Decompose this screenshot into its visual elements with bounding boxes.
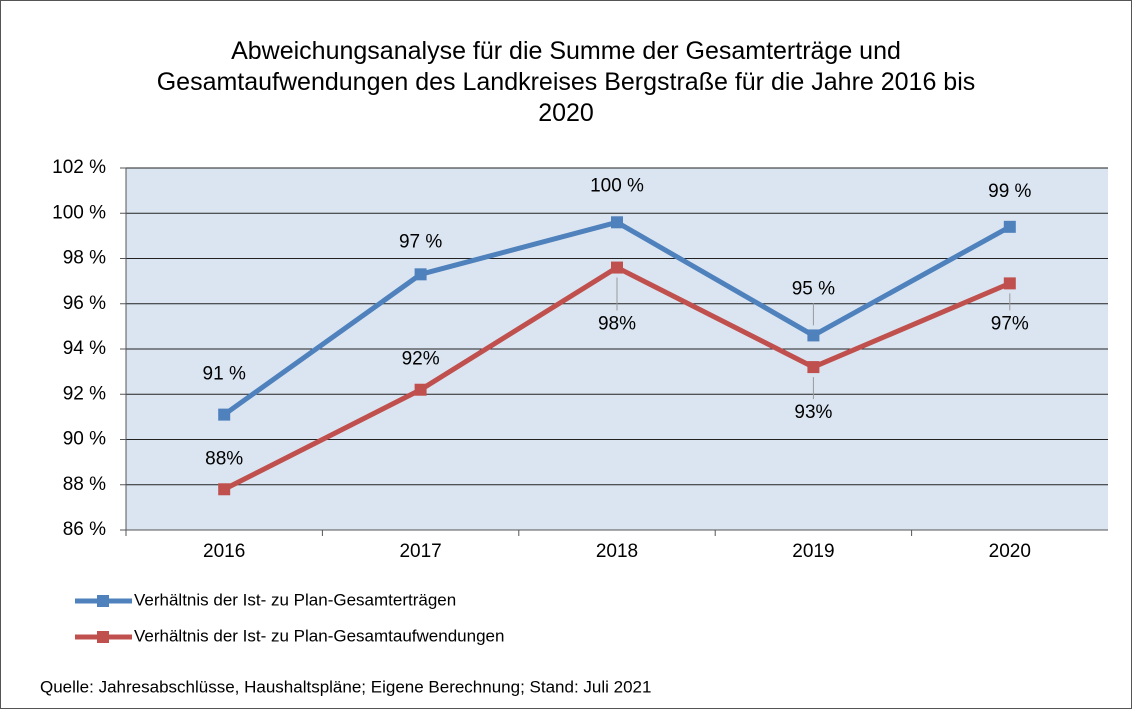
y-tick-label: 102 % (52, 157, 106, 178)
data-label: 93% (794, 402, 832, 423)
marker (218, 483, 231, 496)
marker (1003, 220, 1016, 233)
y-tick-label: 94 % (63, 338, 106, 359)
data-label: 91 % (203, 364, 246, 385)
marker (807, 329, 820, 342)
y-tick-label: 100 % (52, 202, 106, 223)
x-tick-label: 2020 (989, 541, 1031, 562)
x-tick-label: 2017 (399, 541, 441, 562)
y-tick-label: 96 % (63, 293, 106, 314)
data-label: 92% (402, 349, 440, 370)
marker (611, 261, 623, 274)
y-tick-label: 98 % (63, 248, 106, 269)
marker (611, 216, 623, 229)
chart-title: Abweichungsanalyse für die Summe der Ges… (156, 37, 976, 127)
x-tick-label: 2019 (792, 541, 834, 562)
marker (414, 268, 427, 281)
legend-label: Verhältnis der Ist- zu Plan-Gesamterträg… (134, 590, 456, 609)
marker (414, 383, 427, 396)
legend-label: Verhältnis der Ist- zu Plan-Gesamtaufwen… (134, 626, 504, 645)
data-label: 97 % (399, 231, 442, 252)
x-tick-label: 2018 (596, 541, 638, 562)
legend-marker (97, 595, 109, 607)
marker (218, 408, 231, 421)
y-tick-label: 88 % (63, 474, 106, 495)
y-tick-label: 86 % (63, 519, 106, 540)
data-label: 97% (991, 313, 1029, 334)
y-tick-label: 92 % (63, 383, 106, 404)
marker (807, 361, 820, 374)
marker (1003, 277, 1016, 290)
data-label: 99 % (988, 181, 1031, 202)
x-tick-label: 2016 (203, 541, 245, 562)
data-label: 100 % (590, 175, 644, 196)
y-tick-label: 90 % (63, 429, 106, 450)
data-label: 98% (598, 314, 636, 335)
legend-marker (97, 631, 109, 643)
data-label: 88% (205, 448, 243, 469)
source-note: Quelle: Jahresabschlüsse, Haushaltspläne… (40, 677, 651, 696)
data-label: 95 % (792, 278, 835, 299)
